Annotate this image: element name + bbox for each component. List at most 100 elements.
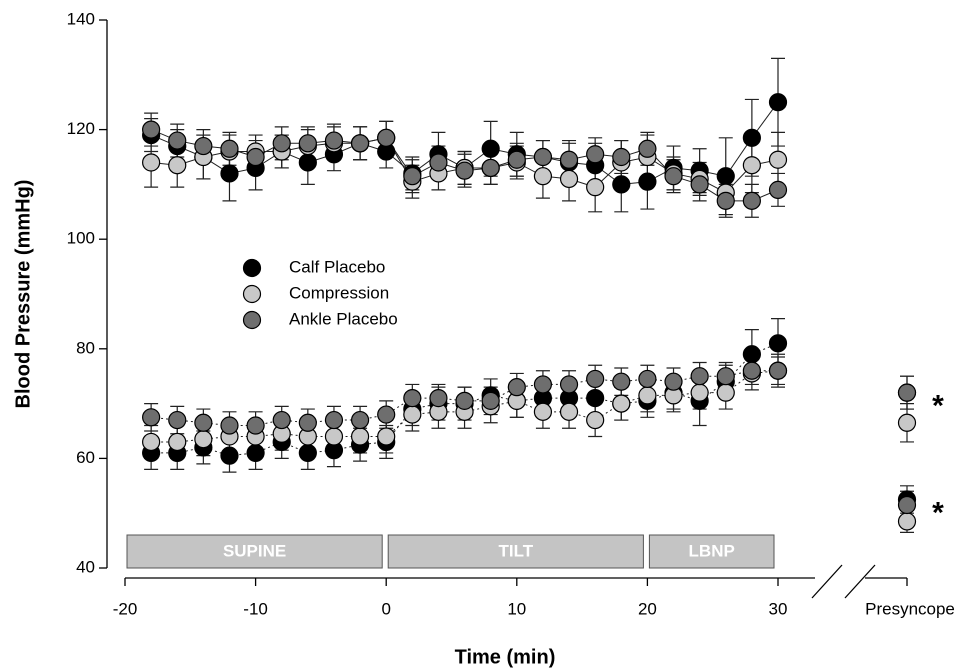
marker — [742, 128, 761, 147]
x-tick-label: 30 — [769, 599, 788, 618]
marker — [897, 495, 917, 515]
marker — [612, 175, 631, 194]
marker — [481, 158, 500, 178]
marker — [298, 443, 317, 463]
marker — [142, 120, 161, 139]
y-tick-label: 80 — [76, 338, 95, 357]
marker — [403, 167, 422, 186]
marker — [403, 405, 422, 424]
marker — [559, 150, 579, 169]
marker — [768, 361, 788, 380]
marker — [350, 134, 370, 153]
marker — [664, 372, 683, 391]
marker — [194, 136, 213, 156]
marker — [897, 383, 917, 402]
marker — [690, 383, 709, 402]
marker — [194, 430, 213, 449]
x-tick-label: 20 — [638, 599, 657, 618]
marker — [220, 446, 239, 465]
marker — [742, 361, 761, 380]
marker — [638, 369, 657, 389]
marker — [586, 410, 605, 430]
marker — [768, 93, 788, 112]
marker — [429, 389, 448, 408]
marker — [377, 128, 396, 147]
marker — [768, 150, 788, 169]
y-tick-label: 120 — [67, 119, 95, 138]
marker — [429, 153, 448, 172]
marker — [559, 375, 579, 394]
marker — [742, 345, 761, 364]
marker — [220, 416, 239, 435]
marker — [533, 147, 553, 167]
marker — [377, 405, 396, 424]
marker — [194, 413, 213, 432]
marker — [220, 164, 239, 183]
axis-break — [844, 564, 876, 599]
marker — [507, 378, 526, 397]
marker — [897, 413, 917, 432]
annotation: * — [932, 496, 944, 529]
x-tick-label: 0 — [381, 599, 390, 618]
marker — [533, 402, 553, 421]
marker — [455, 161, 474, 180]
marker — [586, 145, 605, 164]
marker — [481, 391, 500, 410]
x-tick-label: Presyncope — [865, 599, 955, 618]
marker — [507, 150, 526, 169]
y-tick-label: 140 — [67, 9, 95, 28]
marker — [246, 147, 265, 167]
marker — [716, 191, 735, 210]
marker — [690, 367, 709, 386]
marker — [716, 383, 735, 402]
marker — [638, 139, 657, 158]
marker — [586, 178, 605, 197]
marker — [533, 167, 553, 186]
phase-label: TILT — [498, 541, 533, 560]
marker — [612, 372, 631, 391]
marker — [403, 389, 422, 408]
marker — [298, 153, 317, 172]
marker — [638, 172, 657, 191]
marker — [272, 410, 291, 430]
marker — [168, 131, 187, 150]
marker — [897, 512, 917, 531]
x-tick-label: -10 — [243, 599, 268, 618]
legend-label: Ankle Placebo — [289, 309, 398, 328]
marker — [377, 427, 396, 446]
marker — [586, 389, 605, 408]
legend-marker — [242, 258, 262, 278]
y-tick-label: 40 — [76, 557, 95, 576]
marker — [246, 416, 265, 435]
marker — [168, 410, 187, 430]
marker — [768, 334, 788, 353]
marker — [612, 147, 631, 167]
marker — [690, 175, 709, 194]
marker — [559, 169, 579, 189]
x-tick-label: 10 — [507, 599, 526, 618]
legend-label: Calf Placebo — [289, 257, 385, 276]
marker — [324, 410, 344, 430]
phase-box — [648, 534, 775, 569]
marker — [586, 369, 605, 389]
marker — [455, 391, 474, 410]
marker — [612, 394, 631, 413]
marker — [168, 156, 187, 175]
marker — [142, 153, 161, 172]
axis-break — [811, 564, 843, 599]
phase-label: LBNP — [689, 541, 735, 560]
marker — [168, 432, 187, 452]
y-tick-label: 60 — [76, 448, 95, 467]
marker — [638, 386, 657, 405]
marker — [324, 427, 344, 446]
legend-label: Compression — [289, 283, 389, 302]
phase-label: SUPINE — [223, 541, 286, 560]
marker — [742, 156, 761, 175]
marker — [220, 139, 239, 158]
marker — [324, 131, 344, 150]
marker — [716, 367, 735, 386]
marker — [559, 402, 579, 421]
marker — [298, 134, 317, 153]
phase-box — [387, 534, 644, 569]
